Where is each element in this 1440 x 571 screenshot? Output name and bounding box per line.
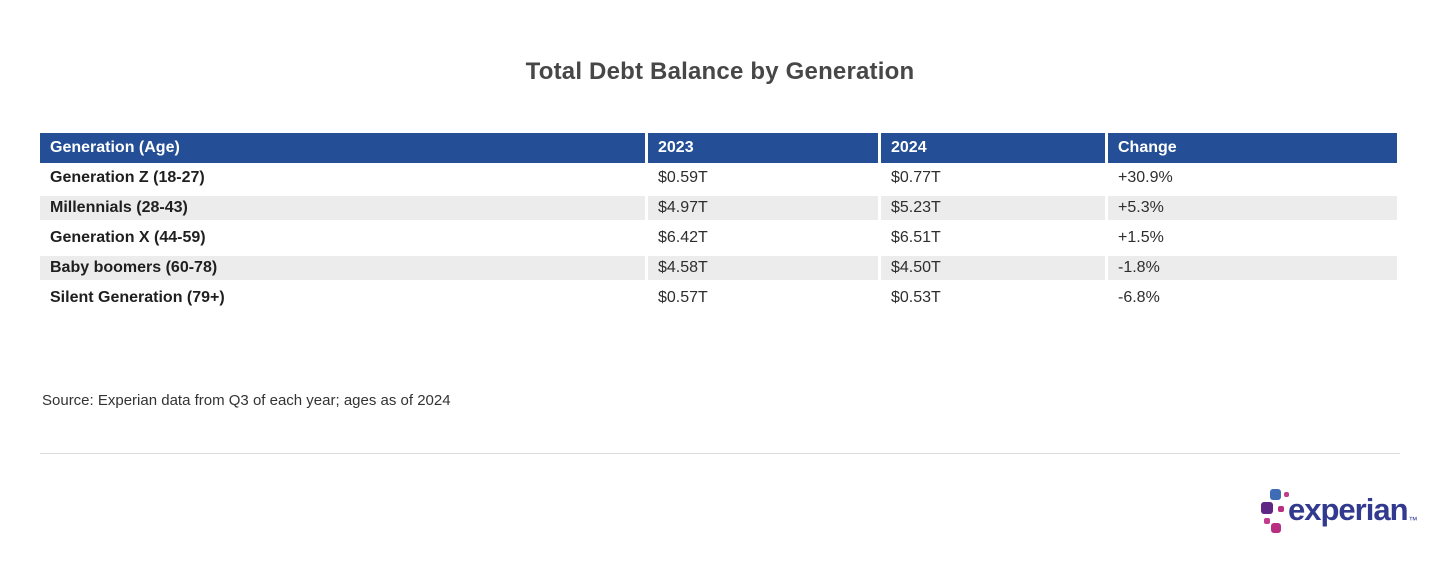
cell-2023-value: $0.59T (645, 163, 878, 193)
table-row: Millennials (28-43) $4.97T $5.23T +5.3% (40, 193, 1397, 223)
logo-magenta-dot-middle (1278, 506, 1284, 512)
cell-2024-value: $0.77T (878, 163, 1105, 193)
cell-2023-value: $6.42T (645, 223, 878, 253)
logo-blue-square (1270, 489, 1281, 500)
cell-change-value: +30.9% (1105, 163, 1397, 193)
table-header-row: Generation (Age) 2023 2024 Change (40, 133, 1397, 163)
table-row: Baby boomers (60-78) $4.58T $4.50T -1.8% (40, 253, 1397, 283)
cell-generation: Baby boomers (60-78) (40, 253, 645, 283)
logo-magenta-square (1271, 523, 1281, 533)
cell-generation: Generation X (44-59) (40, 223, 645, 253)
logo-purple-square (1261, 502, 1273, 514)
logo-magenta-dot-top (1284, 492, 1289, 497)
cell-2023-value: $4.58T (645, 253, 878, 283)
cell-generation: Silent Generation (79+) (40, 283, 645, 313)
cell-change-value: +1.5% (1105, 223, 1397, 253)
cell-change-value: +5.3% (1105, 193, 1397, 223)
experian-logo: experian ™ (1261, 487, 1418, 537)
source-note: Source: Experian data from Q3 of each ye… (42, 392, 451, 409)
debt-balance-table: Generation (Age) 2023 2024 Change Genera… (40, 133, 1397, 313)
table-row: Silent Generation (79+) $0.57T $0.53T -6… (40, 283, 1397, 313)
cell-2024-value: $0.53T (878, 283, 1105, 313)
experian-wordmark: experian (1288, 492, 1409, 527)
col-header-generation: Generation (Age) (40, 133, 645, 163)
cell-change-value: -1.8% (1105, 253, 1397, 283)
logo-magenta-dot-bottom (1264, 518, 1270, 524)
col-header-2023: 2023 (645, 133, 878, 163)
page-title: Total Debt Balance by Generation (525, 58, 915, 85)
cell-2023-value: $0.57T (645, 283, 878, 313)
table-row: Generation Z (18-27) $0.59T $0.77T +30.9… (40, 163, 1397, 193)
table-row: Generation X (44-59) $6.42T $6.51T +1.5% (40, 223, 1397, 253)
cell-2024-value: $4.50T (878, 253, 1105, 283)
col-header-change: Change (1105, 133, 1397, 163)
trademark-symbol: ™ (1408, 515, 1418, 525)
cell-2024-value: $5.23T (878, 193, 1105, 223)
divider-line (40, 453, 1400, 454)
cell-change-value: -6.8% (1105, 283, 1397, 313)
experian-logo-mark-icon (1261, 487, 1291, 535)
cell-2024-value: $6.51T (878, 223, 1105, 253)
cell-generation: Millennials (28-43) (40, 193, 645, 223)
cell-2023-value: $4.97T (645, 193, 878, 223)
cell-generation: Generation Z (18-27) (40, 163, 645, 193)
col-header-2024: 2024 (878, 133, 1105, 163)
